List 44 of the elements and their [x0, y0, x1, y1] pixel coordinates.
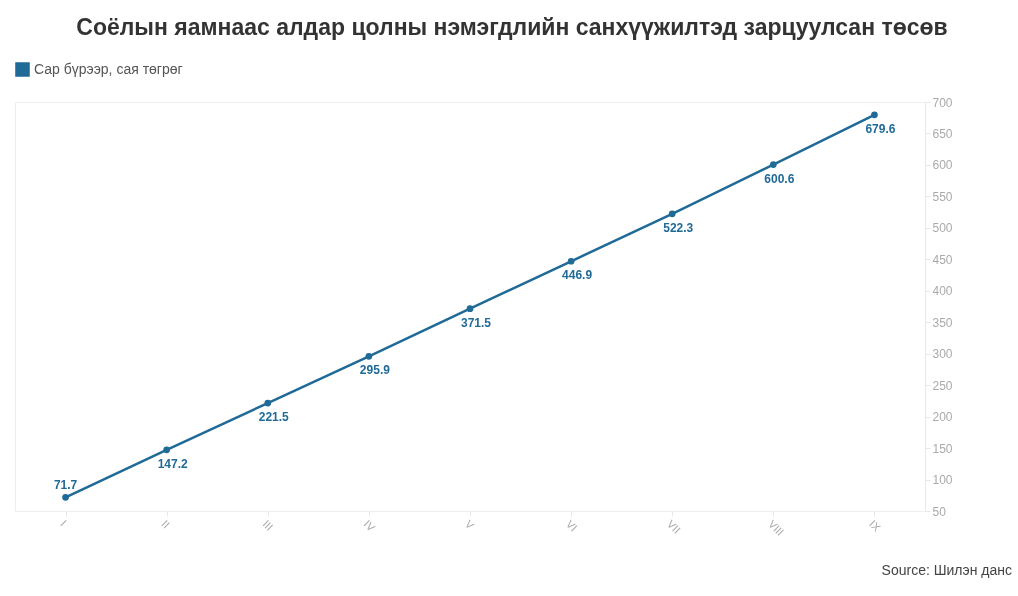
- point: [62, 494, 69, 501]
- y-tick-label: 700: [932, 95, 953, 110]
- y-tick-label: 300: [932, 347, 953, 362]
- data-label: 371.5: [460, 315, 492, 330]
- point: [567, 257, 575, 265]
- data-label: 295.9: [359, 363, 391, 378]
- y-tick-label: 500: [932, 221, 953, 236]
- y-tick-label: 450: [932, 252, 953, 267]
- chart-title: Соёлын яамнаас алдар цолны нэмэгдлийн санхүүжилтэд зарцуулсан төсөв: [76, 14, 948, 40]
- data-label: 679.6: [865, 121, 896, 136]
- point: [769, 161, 777, 168]
- y-tick-label: 350: [932, 315, 953, 330]
- y-tick-label: 600: [932, 158, 953, 173]
- y-tick-label: 150: [932, 441, 953, 456]
- x-tick-label: I: [58, 517, 69, 529]
- x-tick-label: V: [462, 517, 477, 532]
- y-tick-label: 550: [932, 189, 953, 204]
- x-tick-label: III: [260, 517, 276, 533]
- x-tick-label: II: [159, 517, 173, 531]
- point: [466, 305, 474, 313]
- point: [264, 399, 272, 407]
- x-tick-label: VIII: [766, 517, 787, 538]
- x-tick-label: VII: [664, 517, 683, 536]
- point: [668, 210, 676, 218]
- source-note: Source: Шилэн данс: [881, 562, 1012, 578]
- legend-label: Сар бүрээр, сая төгрөг: [34, 60, 183, 77]
- y-tick-label: 50: [932, 504, 947, 519]
- point: [163, 446, 171, 454]
- point: [365, 352, 373, 360]
- y-tick-label: 100: [932, 473, 953, 488]
- y-tick-label: 200: [932, 410, 953, 425]
- data-label: 147.2: [157, 456, 189, 471]
- data-label: 600.6: [764, 171, 795, 186]
- data-label: 221.5: [258, 410, 290, 425]
- x-tick-label: IX: [867, 517, 884, 535]
- data-label: 522.3: [663, 220, 694, 235]
- point: [871, 111, 878, 119]
- y-tick-label: 250: [932, 378, 953, 393]
- data-label: 71.7: [53, 478, 78, 493]
- x-tick-label: IV: [361, 517, 378, 535]
- x-tick-label: VI: [563, 517, 580, 534]
- y-tick-label: 400: [932, 284, 953, 299]
- y-tick-label: 650: [932, 126, 953, 141]
- data-label: 446.9: [562, 268, 593, 283]
